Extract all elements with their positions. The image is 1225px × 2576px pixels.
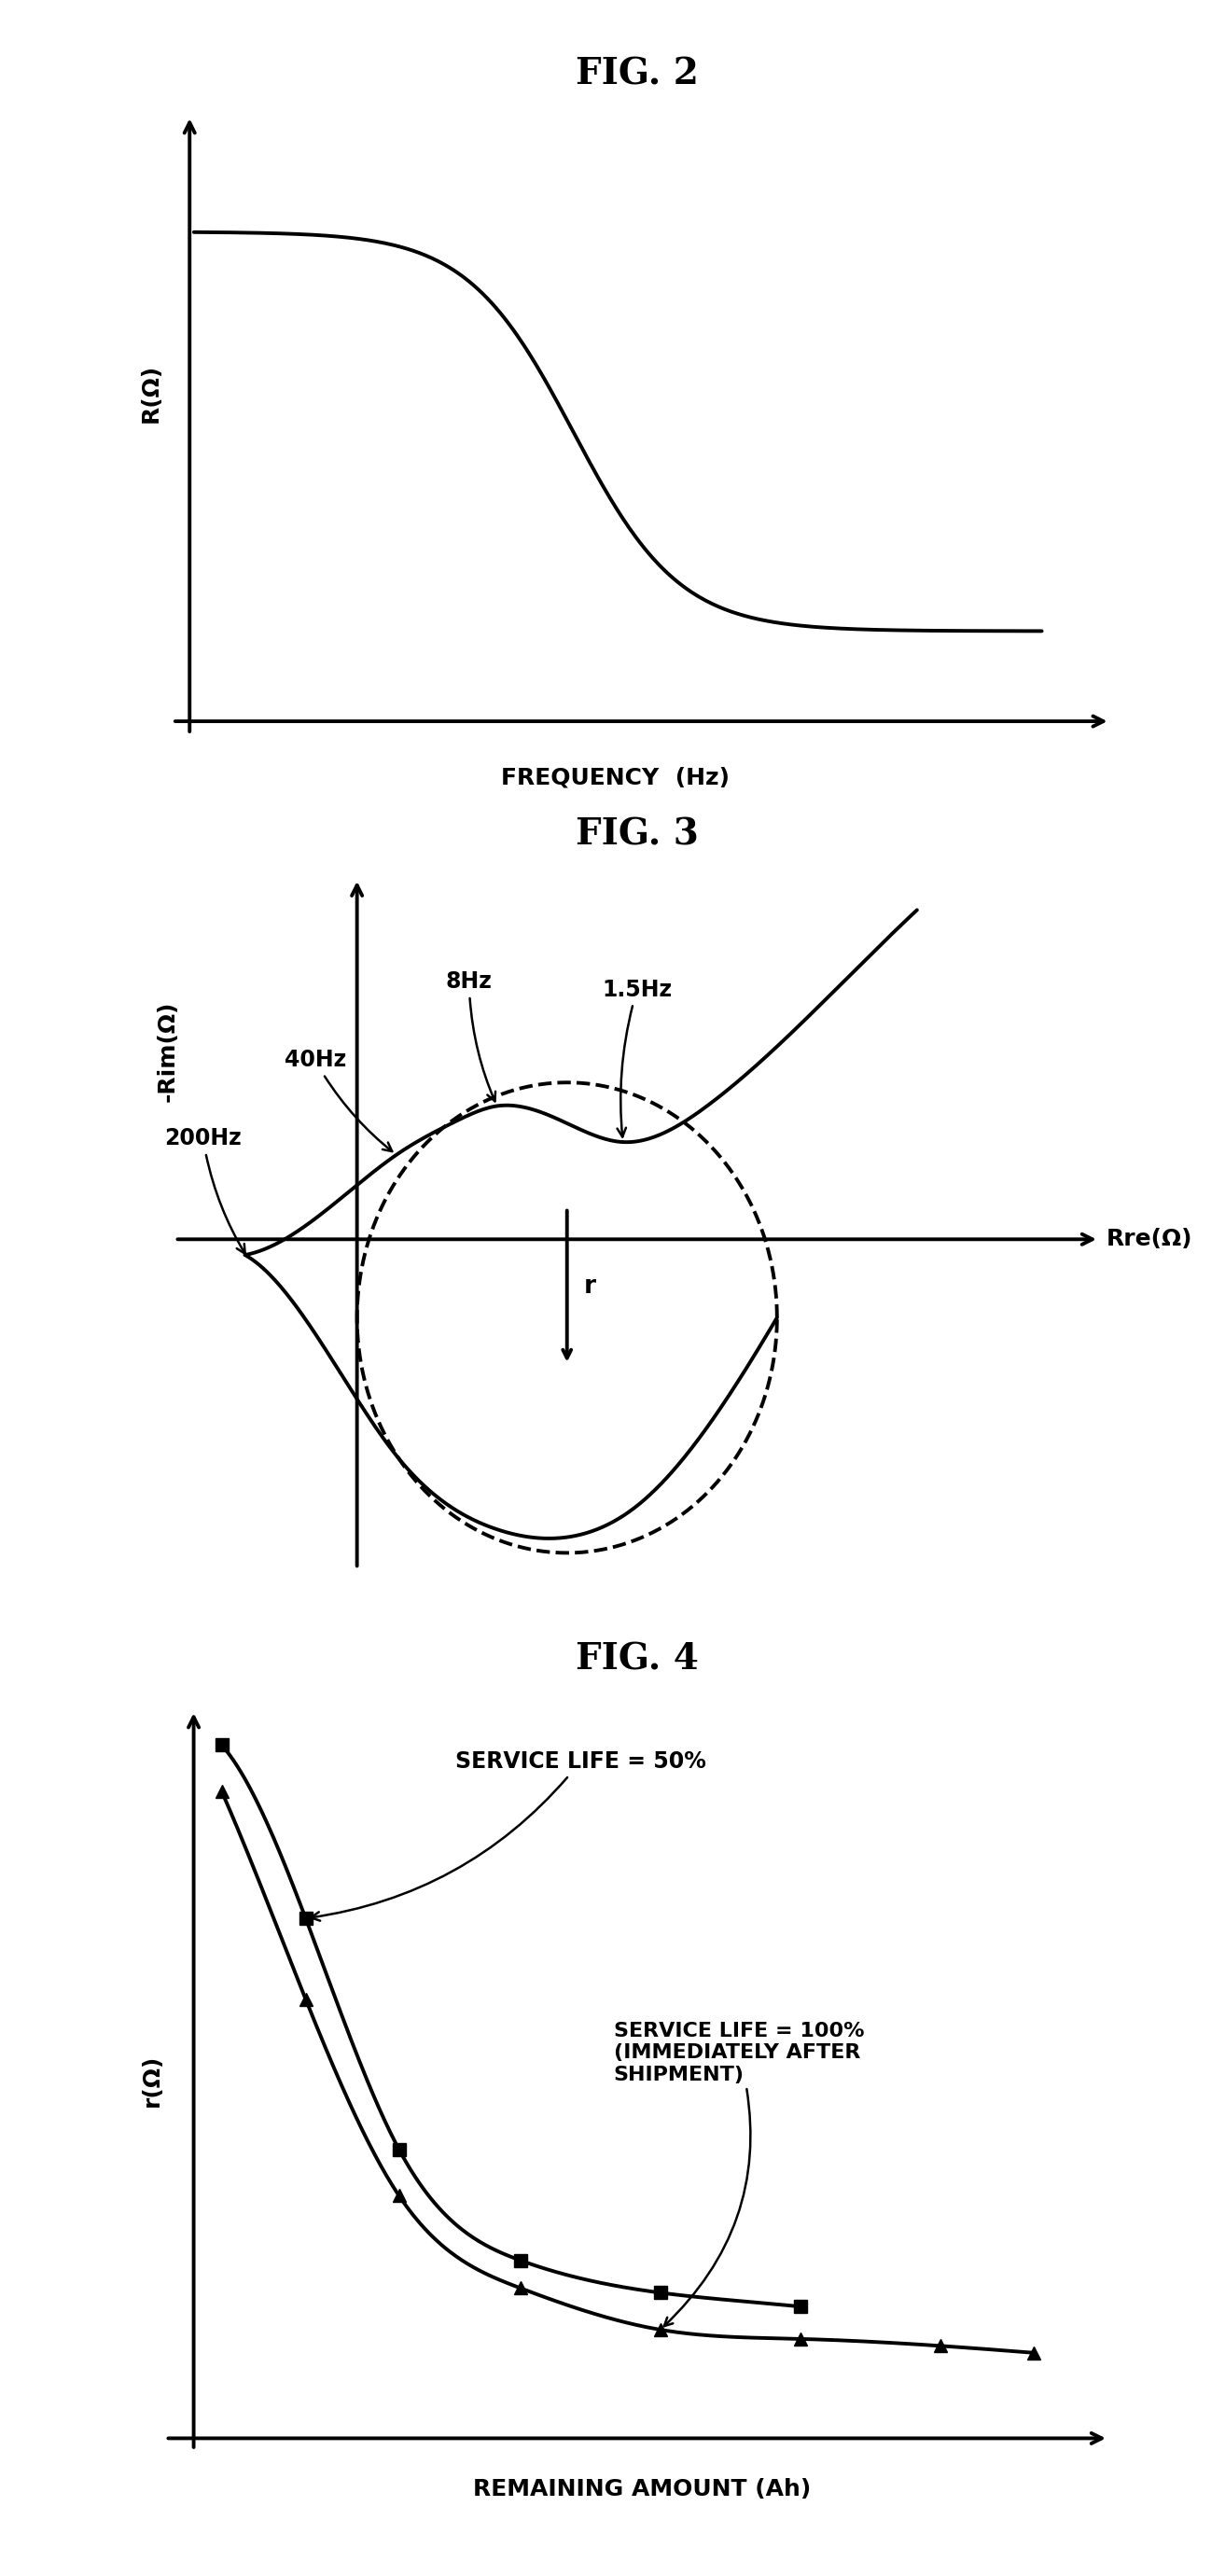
Text: Rre(Ω): Rre(Ω): [1106, 1229, 1192, 1249]
Text: REMAINING AMOUNT (Ah): REMAINING AMOUNT (Ah): [473, 2478, 811, 2499]
Text: 1.5Hz: 1.5Hz: [601, 979, 673, 1136]
Text: r(Ω): r(Ω): [141, 2053, 163, 2107]
Title: FIG. 4: FIG. 4: [576, 1641, 698, 1677]
Text: FREQUENCY  (Hz): FREQUENCY (Hz): [501, 768, 730, 788]
Text: 8Hz: 8Hz: [446, 971, 495, 1100]
Text: SERVICE LIFE = 50%: SERVICE LIFE = 50%: [311, 1752, 706, 1922]
Text: R(Ω): R(Ω): [140, 363, 163, 422]
Text: 200Hz: 200Hz: [164, 1128, 245, 1255]
Text: SERVICE LIFE = 100%
(IMMEDIATELY AFTER
SHIPMENT): SERVICE LIFE = 100% (IMMEDIATELY AFTER S…: [614, 2022, 864, 2326]
Text: r: r: [584, 1275, 595, 1298]
Text: 40Hz: 40Hz: [284, 1048, 392, 1151]
Title: FIG. 2: FIG. 2: [576, 57, 698, 93]
Title: FIG. 3: FIG. 3: [576, 817, 698, 853]
Text: -Rim(Ω): -Rim(Ω): [157, 999, 179, 1103]
